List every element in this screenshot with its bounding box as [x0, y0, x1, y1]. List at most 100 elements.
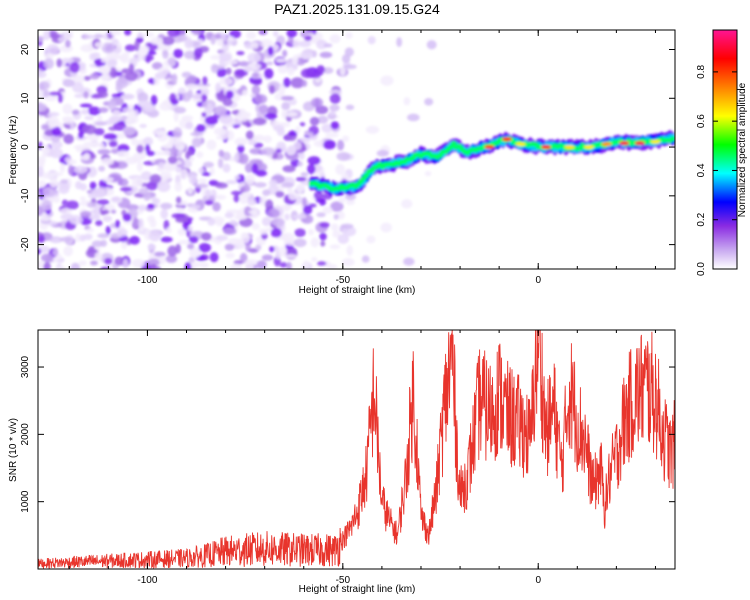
spectrogram-noise-cell	[367, 35, 376, 45]
spectrogram-noise-cell	[284, 213, 290, 221]
spectrogram-noise-cell	[224, 243, 235, 251]
spectrogram-noise-cell	[133, 54, 139, 59]
spectrogram-noise-cell	[154, 72, 167, 80]
spectrogram-noise-cell	[284, 253, 297, 259]
spectrogram-noise-cell	[131, 177, 144, 188]
spectrogram-noise-cell	[336, 152, 351, 161]
spectrogram-noise-cell	[165, 227, 172, 234]
spectrogram-noise-cell	[396, 37, 403, 48]
spectrogram-noise-cell	[279, 262, 288, 268]
spectrogram-noise-cell	[49, 177, 58, 188]
spectrogram-noise-cell	[137, 92, 149, 103]
spectrogram-noise-cell	[286, 111, 298, 117]
spectrogram-noise-cell	[93, 128, 105, 136]
spectrogram-noise-cell	[333, 213, 339, 220]
spectrogram-noise-cell	[262, 189, 271, 197]
spectrogram-noise-cell	[135, 37, 144, 43]
spectrogram-noise-cell	[219, 114, 233, 124]
spectrogram-noise-cell	[255, 170, 268, 177]
spectrogram-noise-cell	[108, 59, 117, 65]
spectrogram-noise-cell	[198, 242, 212, 253]
spectrogram-noise-cell	[48, 91, 62, 96]
spectrogram-noise-cell	[153, 197, 161, 205]
spectrogram-noise-cell	[103, 133, 118, 140]
spectrogram-noise-cell	[250, 93, 257, 98]
spectrogram-noise-cell	[162, 149, 171, 156]
spectrogram-noise-cell	[296, 183, 304, 195]
spectrogram-noise-cell	[330, 223, 339, 231]
spectrogram-noise-cell	[319, 222, 330, 228]
spectrogram-noise-cell	[310, 237, 320, 248]
spectrogram-frame	[37, 29, 676, 270]
spectrogram-noise-cell	[94, 42, 105, 48]
spectrogram-noise-cell	[207, 102, 213, 114]
spectrogram-noise-cell	[366, 235, 376, 244]
colorbar-tick-label: 0.0	[696, 262, 707, 276]
spectrogram-noise-cell	[125, 70, 138, 82]
spectrogram-noise-cell	[49, 148, 63, 159]
spectrogram-noise-cell	[276, 141, 287, 151]
spectrogram-noise-cell	[344, 193, 357, 201]
spectrogram-noise-cell	[159, 101, 173, 111]
spectrogram-noise-cell	[254, 182, 267, 188]
snr-y-tick-label: 3000	[20, 355, 31, 378]
spectrogram-noise-cell	[57, 93, 63, 104]
spectrogram-noise-cell	[234, 175, 240, 180]
spectrogram-noise-cell	[225, 67, 232, 75]
spectrogram-noise-cell	[122, 258, 129, 269]
spectrogram-noise-cell	[74, 180, 83, 190]
spectrogram-noise-cell	[53, 196, 61, 203]
spectrogram-noise-cell	[322, 206, 333, 214]
spectrogram-noise-cell	[282, 49, 288, 58]
spectrogram-noise-cell	[330, 121, 340, 130]
spectrogram-noise-cell	[150, 37, 164, 46]
spectrogram-noise-cell	[41, 123, 49, 131]
snr-y-tick-label: 2000	[20, 423, 31, 446]
spectrogram-noise-cell	[109, 67, 118, 78]
spectrogram-noise-cell	[116, 150, 130, 158]
spectrogram-noise-cell	[198, 167, 205, 174]
spectrogram-noise-cell	[251, 42, 259, 49]
spectrogram-noise-cell	[261, 254, 274, 261]
colorbar-tick-label: 0.2	[696, 212, 707, 226]
spectrogram-noise-cell	[192, 30, 202, 36]
spectrogram-noise-cell	[59, 207, 73, 214]
spectrogram-noise-cell	[346, 199, 355, 206]
spectrogram-noise-cell	[294, 228, 306, 238]
spectrogram-noise-cell	[230, 190, 243, 196]
spectrogram-noise-cell	[338, 197, 346, 204]
spectrogram-noise-cell	[401, 199, 413, 209]
spectrogram-noise-cell	[72, 74, 85, 84]
spectrogram-noise-cell	[188, 257, 195, 264]
spectrogram-noise-cell	[233, 260, 243, 265]
spectrogram-noise-cell	[259, 39, 274, 48]
spectrogram-noise-cell	[205, 188, 211, 199]
spectrogram-noise-cell	[172, 127, 183, 139]
spectrogram-noise-cell	[286, 30, 298, 38]
spectrogram-noise-cell	[38, 260, 45, 269]
spectrogram-noise-cell	[150, 263, 157, 269]
spectrogram-noise-cell	[122, 107, 132, 113]
spectrogram-noise-cell	[174, 140, 186, 151]
spectrogram-noise-cell	[38, 89, 44, 99]
spectrogram-noise-cell	[284, 204, 290, 212]
spectrogram-peak-cell	[634, 141, 645, 146]
snr-y-label: SNR (10 * v/v)	[8, 418, 19, 482]
spectrogram-noise-cell	[187, 225, 193, 232]
spectrogram-noise-cell	[102, 215, 113, 222]
spectrogram-noise-cell	[80, 210, 92, 218]
spectrogram-noise-cell	[253, 142, 264, 148]
spectrogram-noise-cell	[248, 139, 257, 146]
spectrogram-noise-cell	[188, 74, 197, 84]
spectrogram-noise-cell	[241, 89, 248, 96]
spectrogram-noise-cell	[167, 156, 178, 164]
spectrogram-noise-cell	[175, 207, 185, 213]
spectrogram-noise-cell	[251, 163, 259, 175]
spectrogram-noise-cell	[307, 163, 316, 175]
spectrogram-noise-cell	[316, 261, 327, 266]
spectrogram-noise-cell	[85, 228, 95, 233]
spectrogram-noise-cell	[278, 84, 286, 95]
spectrogram-noise-cell	[299, 137, 311, 143]
spectrogram-x-tick-label: -50	[336, 275, 351, 286]
spectrogram-noise-cell	[117, 54, 127, 61]
